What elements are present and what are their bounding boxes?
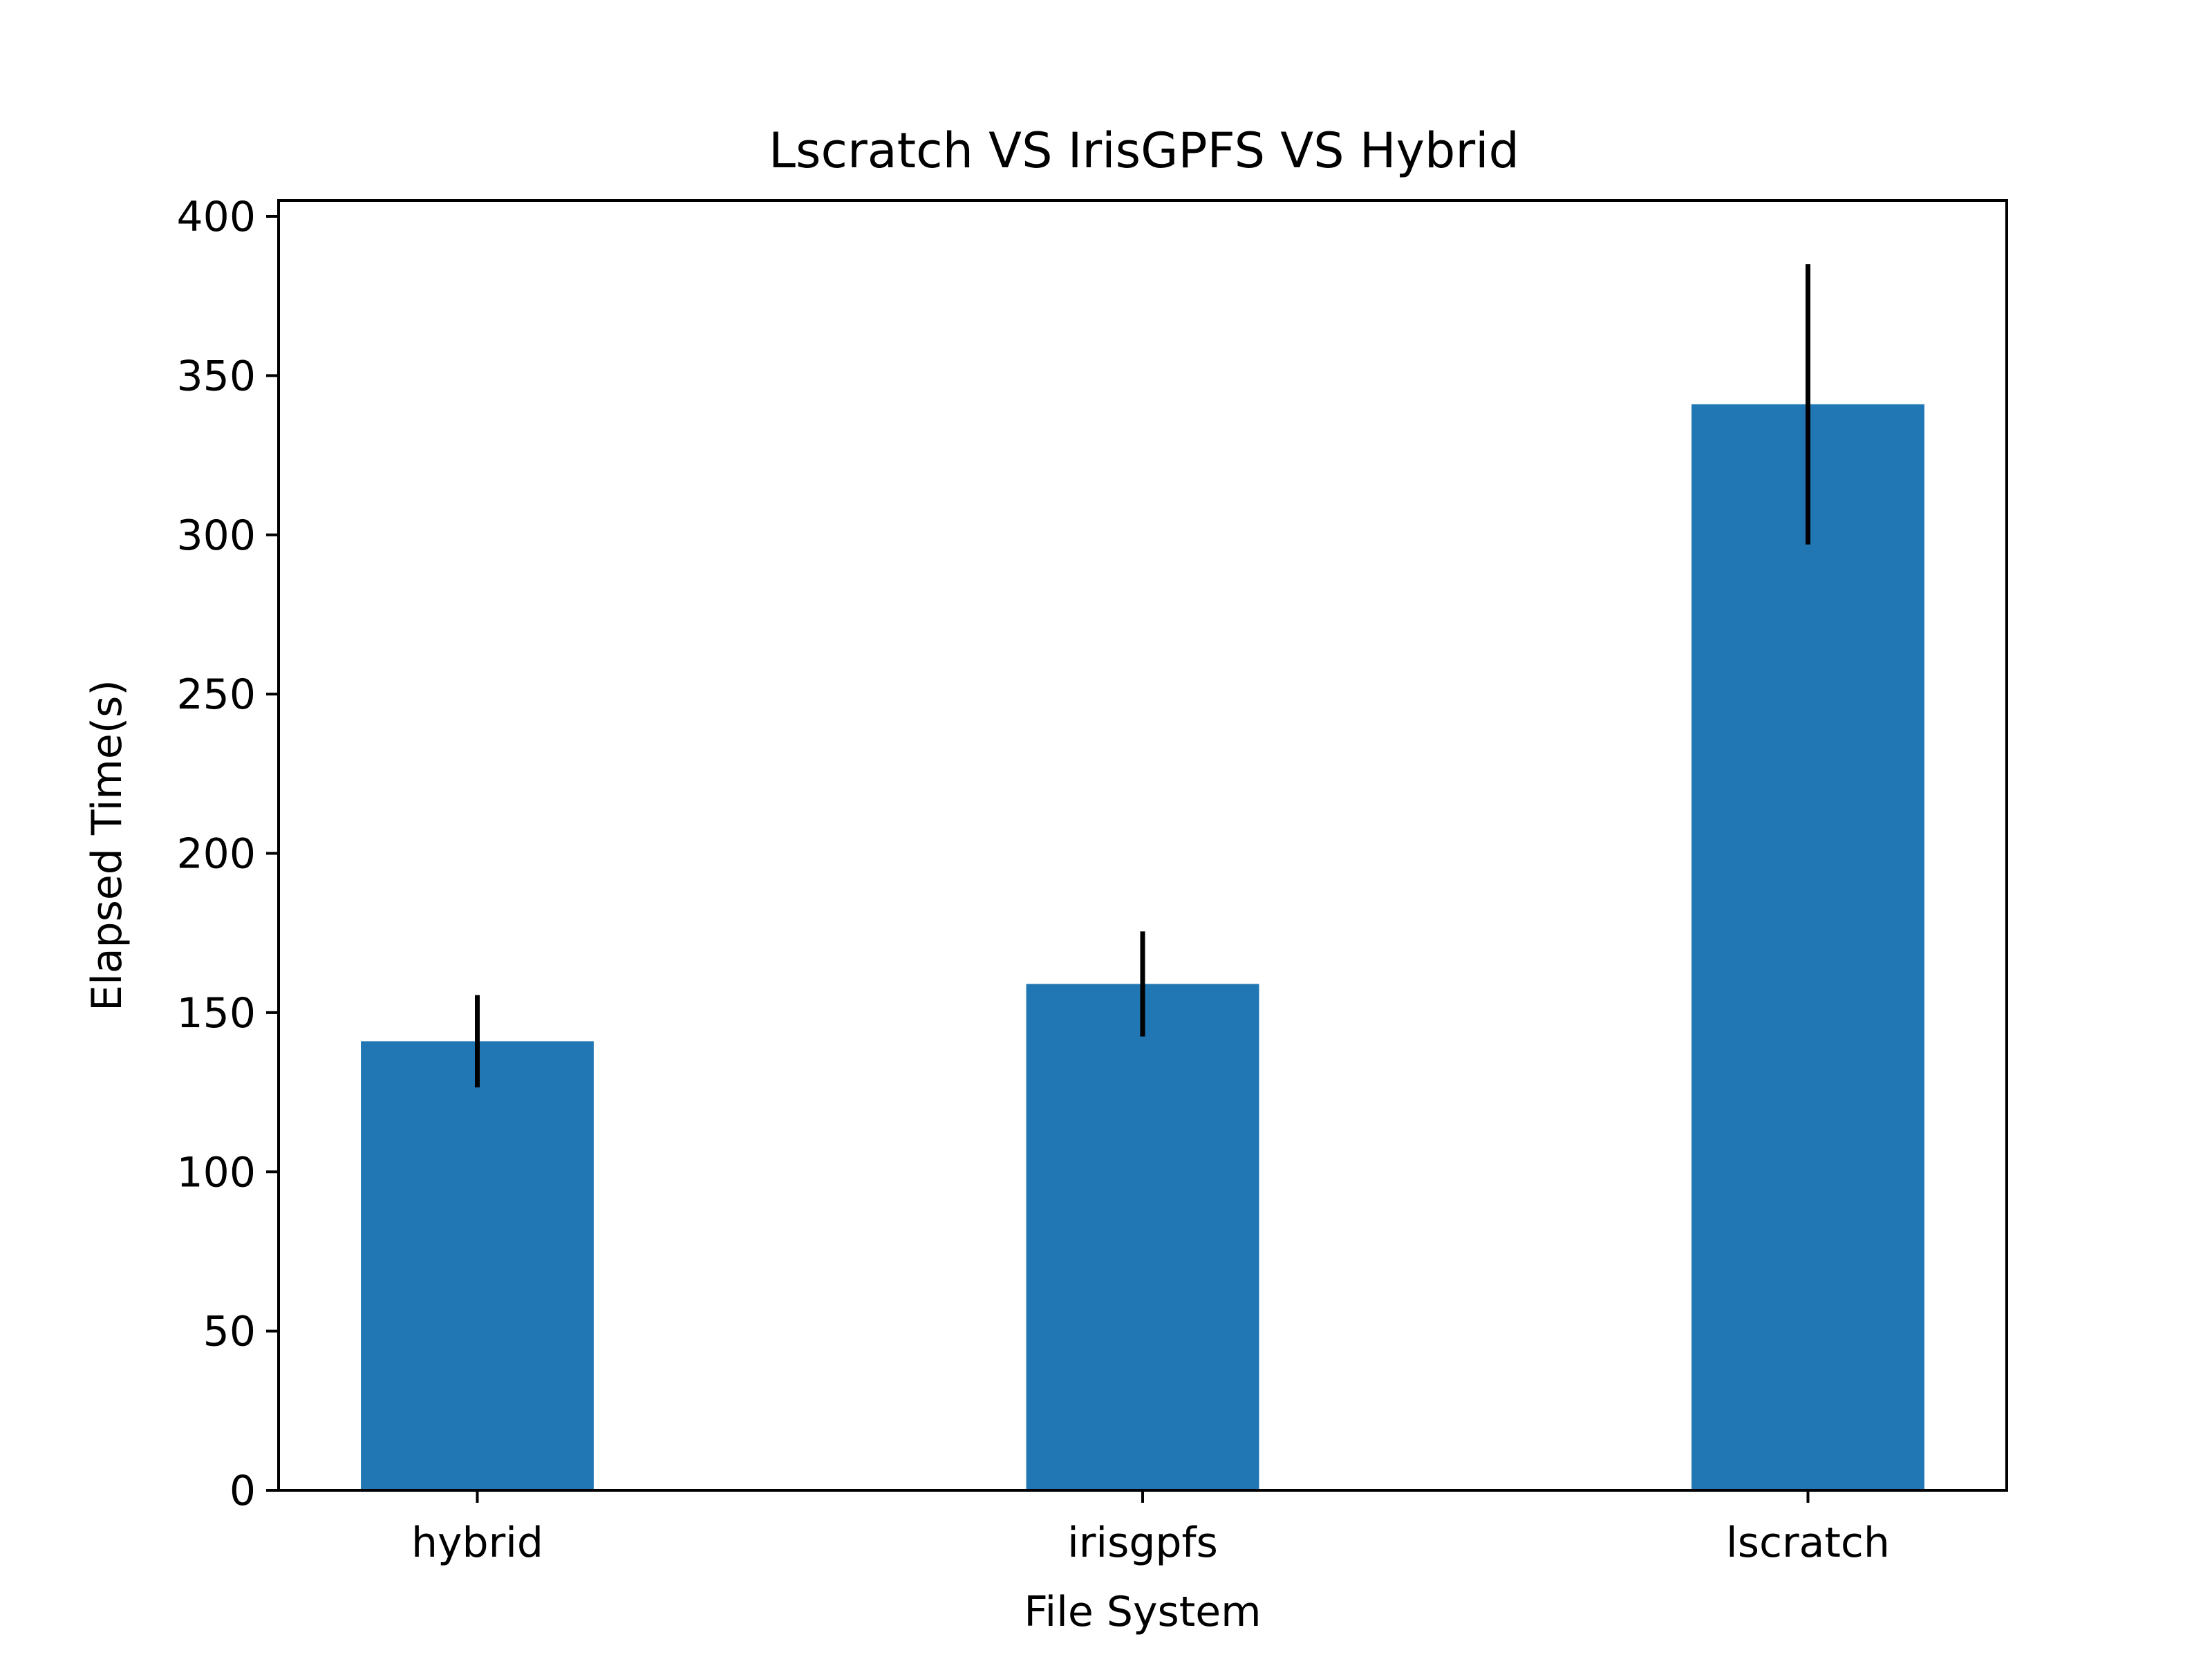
y-tick-label-300: 300 xyxy=(176,512,256,560)
chart-title: Lscratch VS IrisGPFS VS Hybrid xyxy=(769,122,1519,179)
error-bars-layer xyxy=(475,264,1810,1088)
x-axis: hybrid irisgpfs lscratch xyxy=(411,1490,1890,1567)
y-axis-label: Elapsed Time(s) xyxy=(83,679,131,1011)
bar-hybrid xyxy=(361,1041,594,1490)
y-axis: 0 50 100 150 200 250 300 350 400 xyxy=(176,193,279,1515)
bar-irisgpfs xyxy=(1026,984,1259,1490)
y-tick-label-0: 0 xyxy=(229,1467,256,1515)
x-tick-label-hybrid: hybrid xyxy=(411,1519,543,1567)
bars-layer xyxy=(361,404,1924,1491)
y-tick-label-100: 100 xyxy=(176,1148,256,1197)
y-tick-label-400: 400 xyxy=(176,193,256,241)
y-tick-label-350: 350 xyxy=(176,352,256,400)
y-tick-label-150: 150 xyxy=(176,989,256,1038)
x-tick-label-irisgpfs: irisgpfs xyxy=(1067,1519,1218,1567)
y-tick-label-50: 50 xyxy=(203,1308,256,1356)
x-tick-label-lscratch: lscratch xyxy=(1726,1519,1890,1567)
y-tick-label-200: 200 xyxy=(176,830,256,879)
y-tick-label-250: 250 xyxy=(176,671,256,719)
bar-lscratch xyxy=(1691,404,1924,1491)
x-axis-label: File System xyxy=(1024,1588,1261,1636)
